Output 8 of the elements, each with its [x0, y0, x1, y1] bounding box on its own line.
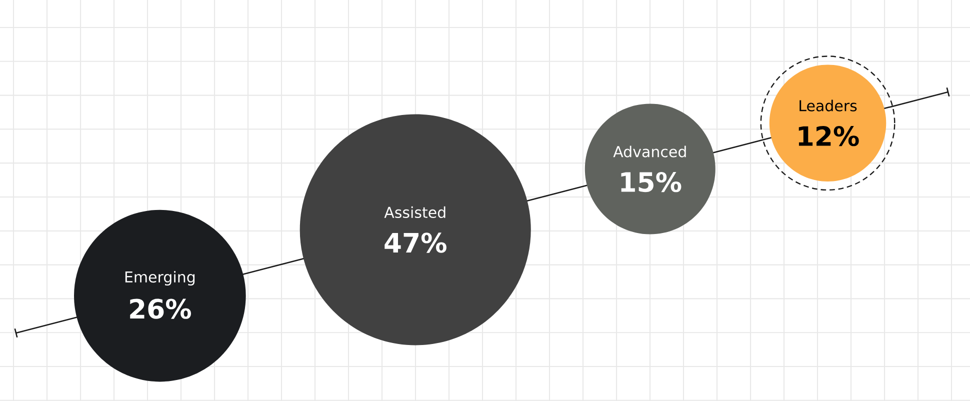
data-label: 15% — [621, 172, 682, 192]
data-label: 47% — [384, 232, 446, 253]
category-label: Leaders — [800, 100, 857, 112]
category-label: Emerging — [125, 271, 195, 286]
data-label: 26% — [130, 298, 191, 319]
category-label: Assisted — [384, 206, 446, 218]
category-label: Advanced — [613, 146, 686, 158]
data-label: 12% — [798, 126, 859, 146]
